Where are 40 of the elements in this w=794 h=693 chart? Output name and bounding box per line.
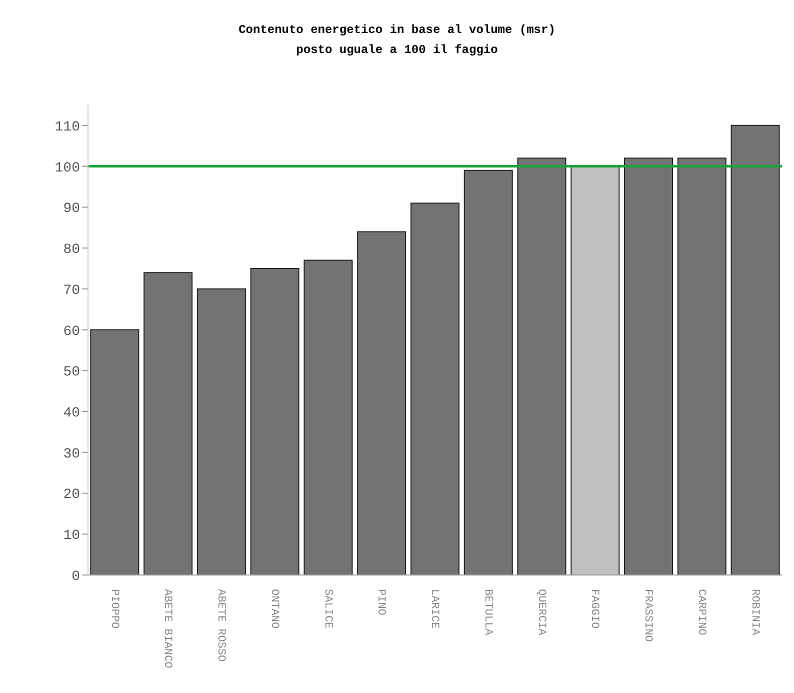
x-tick-label: CARPINO — [695, 589, 708, 636]
bar — [410, 202, 460, 575]
y-tick-label: 70 — [63, 282, 80, 299]
y-tick-label: 0 — [72, 568, 80, 585]
y-tick-label: 90 — [63, 201, 80, 218]
y-tick-label: 50 — [63, 364, 80, 381]
y-tick-label: 20 — [63, 487, 80, 504]
x-tick-label: FRASSINO — [642, 589, 654, 642]
x-tick-label: FAGGIO — [588, 589, 600, 630]
bar — [624, 158, 674, 575]
bar — [196, 288, 246, 575]
bar — [250, 268, 300, 575]
bar — [144, 272, 193, 575]
x-tick-label: ABETE BIANCO — [161, 589, 174, 669]
x-tick-label: ABETE ROSSO — [214, 589, 227, 662]
y-tick-label: 40 — [63, 405, 80, 422]
chart-subtitle: posto uguale a 100 il faggio — [295, 42, 499, 59]
y-tick-label: 80 — [63, 242, 80, 258]
bar — [517, 158, 566, 575]
x-tick-label: LARICE — [428, 589, 440, 630]
x-tick-label: BETULLA — [481, 589, 494, 636]
y-tick-label: 100 — [54, 160, 80, 176]
chart-title: Contenuto energetico in base al volume (msr) — [238, 22, 556, 39]
bar — [304, 260, 353, 575]
bar — [570, 166, 620, 575]
x-tick-label: QUERCIA — [534, 589, 547, 636]
bar — [464, 170, 513, 575]
x-tick-label: PIOPPO — [108, 589, 120, 630]
y-tick-label: 60 — [63, 324, 80, 340]
x-tick-label: SALICE — [321, 589, 334, 630]
y-tick-label: 10 — [63, 528, 80, 544]
x-tick-label: ROBINIA — [748, 589, 760, 636]
y-tick-label: 110 — [54, 119, 80, 136]
x-tick-label: ONTANO — [268, 589, 280, 630]
bar — [730, 124, 780, 575]
x-tick-label: PINO — [374, 589, 387, 616]
bar — [357, 231, 406, 575]
bar — [90, 329, 140, 575]
bar — [677, 158, 726, 575]
y-tick-label: 30 — [63, 446, 80, 462]
